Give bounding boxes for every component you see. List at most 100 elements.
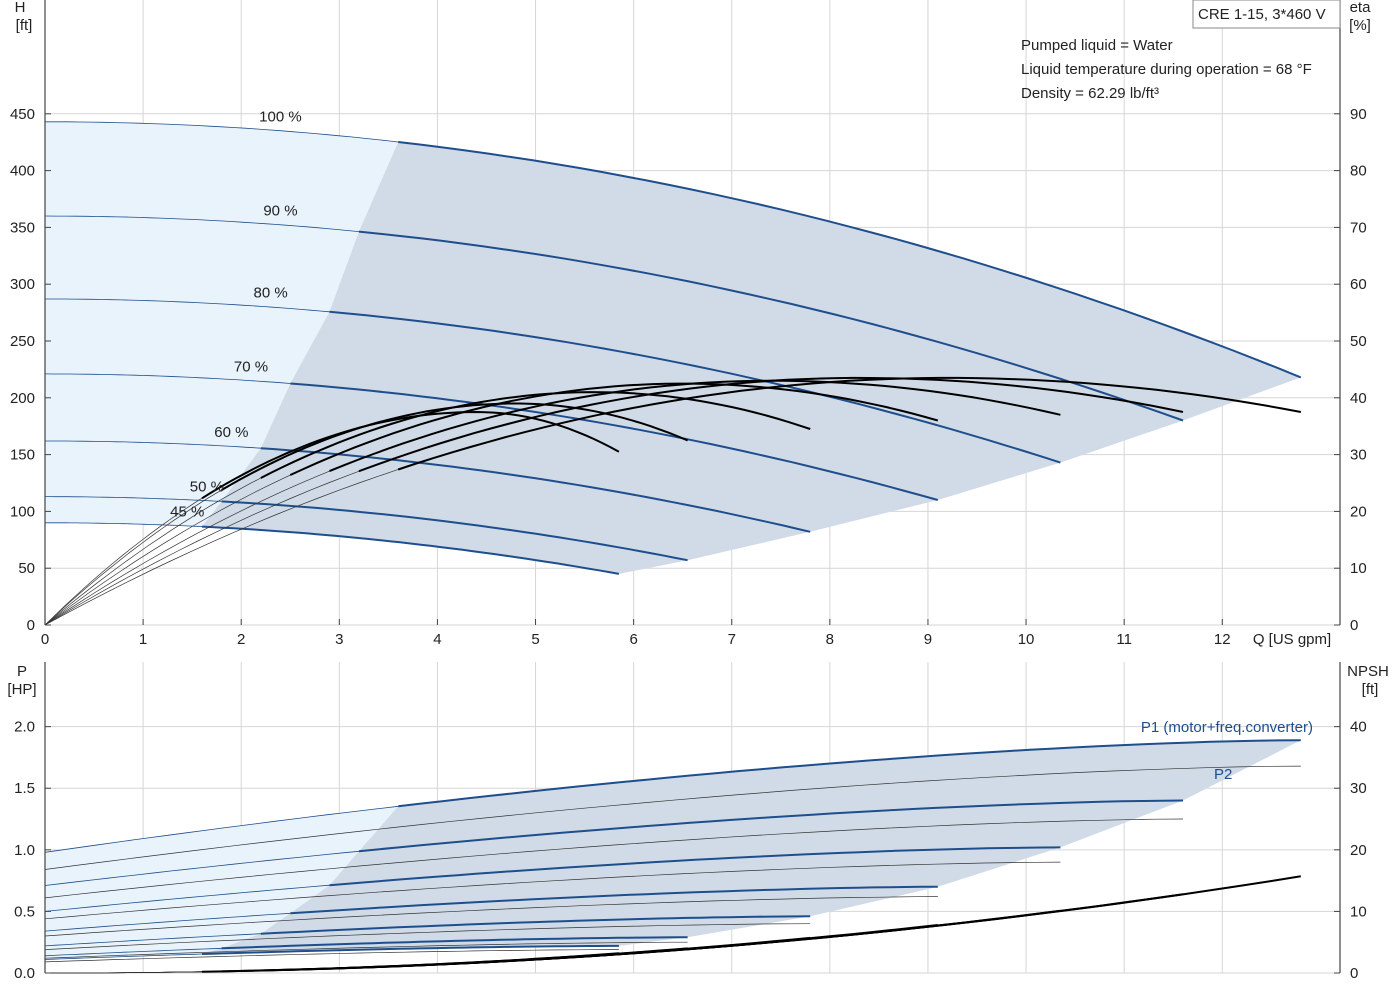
bottom-operating-regions [45, 740, 1301, 960]
head-curve [358, 230, 1184, 422]
p2-curve [44, 896, 938, 937]
npsh-curve [201, 952, 619, 973]
head-curve [201, 525, 620, 575]
bottom-right-tick-label: 30 [1350, 780, 1367, 797]
efficiency-curve [289, 382, 939, 476]
x-axis-label: Q [US gpm] [1253, 631, 1331, 648]
p1-curve [329, 846, 1061, 887]
bottom-left-tick-label: 1.5 [14, 780, 35, 797]
top-right-tick-label: 80 [1350, 163, 1367, 180]
top-right-axis-label-1: eta [1350, 0, 1372, 16]
p2-curve [44, 861, 1061, 920]
head-curve-thin [45, 298, 330, 313]
top-right-tick-label: 70 [1350, 219, 1367, 236]
speed-label: 70 % [234, 358, 268, 375]
head-curve-thin [44, 373, 291, 384]
top-right-tick-label: 30 [1350, 447, 1367, 464]
speed-label: 100 % [259, 108, 302, 125]
bottom-left-tick-label: 0.0 [14, 965, 35, 982]
head-curve-thin [45, 522, 203, 527]
npsh-curve-thin [45, 971, 203, 974]
p2-curve [44, 941, 688, 959]
top-left-tick-label: 450 [10, 106, 35, 123]
p1-curve [260, 915, 811, 935]
p2-curve [44, 949, 619, 963]
series-label-p2: P2 [1214, 766, 1232, 783]
p1-curve-thin [44, 884, 330, 912]
efficiency-curve [397, 376, 1301, 471]
p1-curve [290, 885, 938, 915]
head-curve-thin [45, 440, 261, 449]
bottom-right-tick-label: 10 [1350, 903, 1367, 920]
top-left-tick-label: 350 [10, 219, 35, 236]
top-light-region [45, 121, 399, 527]
x-tick-label: 8 [826, 631, 834, 648]
p1-curve-thin [44, 912, 291, 932]
bottom-left-tick-label: 2.0 [14, 719, 35, 736]
head-curve [290, 382, 939, 501]
top-right-tick-label: 0 [1350, 617, 1358, 634]
bottom-operating-region [202, 740, 1301, 954]
top-right-tick-label: 50 [1350, 333, 1367, 350]
p1-curve-thin [44, 947, 222, 957]
head-curve [398, 141, 1302, 379]
p1-curve [358, 799, 1184, 853]
top-left-tick-label: 0 [27, 617, 35, 634]
bottom-left-tick-label: 1.0 [14, 842, 35, 859]
x-tick-label: 4 [433, 631, 441, 648]
x-tick-label: 12 [1214, 631, 1231, 648]
bottom-left-tick-label: 0.5 [14, 903, 35, 920]
bottom-curves [44, 739, 1301, 974]
bottom-left-axis-label-2: [HP] [7, 681, 36, 698]
chart-title: CRE 1-15, 3*460 V [1198, 6, 1326, 23]
series-label-p1: P1 (motor+freq.converter) [1141, 719, 1313, 736]
head-curve-thin [45, 121, 399, 143]
top-left-tick-label: 250 [10, 333, 35, 350]
axes [44, 0, 1341, 974]
top-operating-regions [45, 121, 1301, 574]
bottom-right-axis-label-1: NPSH [1347, 663, 1389, 680]
head-curve [260, 447, 811, 533]
top-right-tick-label: 60 [1350, 276, 1367, 293]
x-tick-label: 0 [41, 631, 49, 648]
bottom-right-axis-label-2: [ft] [1362, 681, 1379, 698]
head-curve-thin [44, 215, 359, 232]
chart-labels: 0 1 2 3 4 5 6 7 8 9 10 11 12050100150200250300350400… [10, 106, 1367, 982]
top-operating-region [202, 142, 1301, 574]
top-left-tick-label: 300 [10, 276, 35, 293]
head-curve [221, 500, 688, 562]
top-left-tick-label: 400 [10, 163, 35, 180]
x-tick-label: 3 [335, 631, 343, 648]
p1-curve-thin [44, 805, 399, 853]
title-box [1192, 0, 1341, 29]
efficiency-curve [201, 410, 620, 500]
p2-curve [44, 765, 1301, 870]
top-left-tick-label: 200 [10, 390, 35, 407]
top-right-axis-label-2: [%] [1349, 17, 1371, 34]
bottom-right-tick-label: 0 [1350, 965, 1358, 982]
x-tick-label: 6 [629, 631, 637, 648]
annotation-liquid-temperature: Liquid temperature during operation = 68… [1021, 61, 1312, 78]
bottom-light-region [45, 806, 399, 960]
speed-label: 90 % [263, 202, 297, 219]
p1-curve [398, 739, 1301, 808]
speed-label: 80 % [254, 285, 288, 302]
p1-curve [201, 944, 619, 955]
annotation-pumped-liquid: Pumped liquid = Water [1021, 37, 1173, 54]
bottom-right-tick-label: 40 [1350, 719, 1367, 736]
speed-label: 60 % [214, 424, 248, 441]
head-curve [329, 310, 1061, 464]
top-right-tick-label: 20 [1350, 503, 1367, 520]
top-right-tick-label: 40 [1350, 390, 1367, 407]
top-right-tick-label: 90 [1350, 106, 1367, 123]
x-tick-label: 10 [1018, 631, 1035, 648]
annotation-density: Density = 62.29 lb/ft³ [1021, 85, 1159, 102]
speed-label: 45 % [170, 504, 204, 521]
top-left-axis-label-2: [ft] [16, 17, 33, 34]
top-left-axis-label-1: H [15, 0, 26, 16]
top-left-tick-label: 100 [10, 503, 35, 520]
top-left-tick-label: 150 [10, 447, 35, 464]
speed-label: 50 % [190, 478, 224, 495]
top-curves [44, 121, 1302, 626]
